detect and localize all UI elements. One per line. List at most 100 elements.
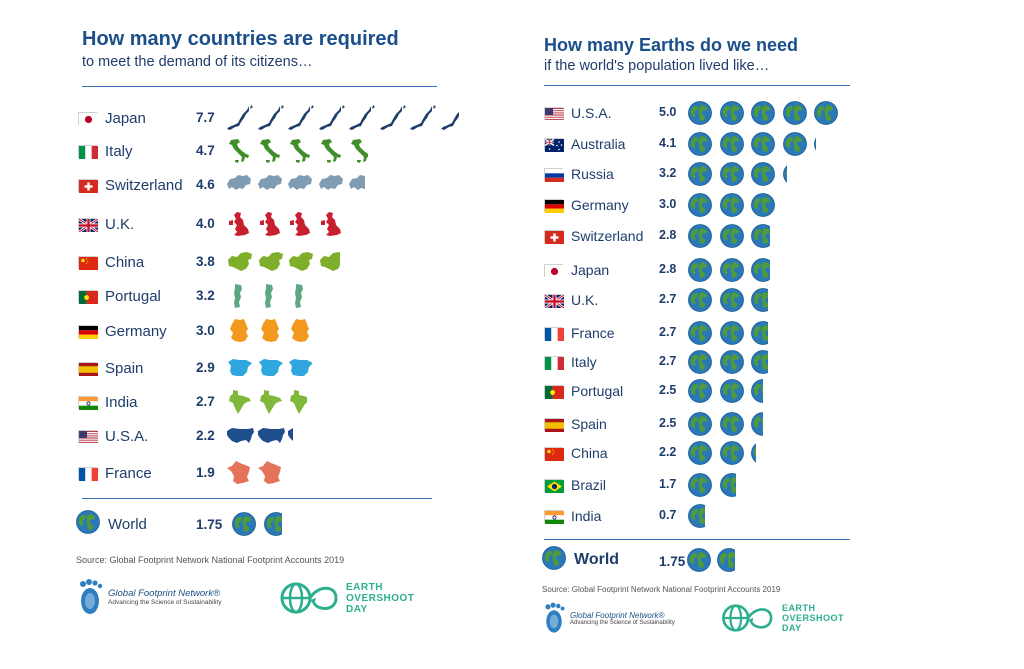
earth-icon bbox=[688, 258, 712, 282]
right-country-row: Germany bbox=[544, 192, 629, 218]
earth-icon bbox=[719, 193, 744, 217]
flag-icon bbox=[78, 217, 99, 233]
globe-icon bbox=[687, 548, 711, 572]
es-country-icon bbox=[226, 355, 254, 381]
country-icons bbox=[226, 355, 313, 381]
earth-icon bbox=[751, 441, 756, 465]
gfn-name: Global Footprint Network® bbox=[108, 588, 221, 599]
gfn-tagline: Advancing the Science of Sustainability bbox=[570, 619, 675, 626]
left-chart-title: How many countries are required bbox=[82, 28, 399, 50]
it-country-icon bbox=[318, 138, 346, 164]
ch-country-icon bbox=[257, 172, 285, 198]
earths-icons bbox=[688, 412, 763, 436]
right-country-row: China bbox=[544, 440, 608, 466]
globe-icon bbox=[264, 512, 282, 536]
eod-line-3: DAY bbox=[782, 623, 802, 633]
country-name: China bbox=[571, 445, 608, 461]
earth-icon bbox=[688, 441, 712, 465]
earths-value: 2.2 bbox=[659, 445, 677, 459]
it-country-icon bbox=[226, 138, 254, 164]
left-chart-subtitle: to meet the demand of its citizens… bbox=[82, 54, 313, 70]
eod-logo: EARTH OVERSHOOT DAY bbox=[280, 581, 414, 615]
left-country-row: U.K. bbox=[78, 211, 134, 237]
eod-symbol-icon bbox=[280, 582, 338, 614]
country-value: 4.7 bbox=[196, 143, 215, 158]
earths-icons bbox=[688, 379, 763, 403]
pt-country-icon bbox=[318, 283, 324, 309]
earth-icon bbox=[688, 101, 712, 125]
earth-icon bbox=[719, 162, 744, 186]
right-country-row: U.K. bbox=[544, 287, 598, 313]
country-value: 1.9 bbox=[196, 465, 215, 480]
globe-icon bbox=[232, 512, 256, 536]
country-name: Italy bbox=[571, 354, 597, 370]
country-value: 4.6 bbox=[196, 177, 215, 192]
es-country-icon bbox=[287, 355, 313, 381]
country-value: 2.2 bbox=[196, 428, 215, 443]
country-icons bbox=[226, 283, 323, 309]
flag-icon bbox=[544, 293, 565, 309]
left-top-divider bbox=[82, 86, 437, 87]
country-name: India bbox=[105, 393, 138, 411]
eod-symbol-icon bbox=[722, 604, 773, 632]
flag-icon bbox=[78, 361, 98, 376]
country-icons bbox=[226, 105, 460, 131]
footprint-icon bbox=[545, 602, 565, 633]
globe-icon bbox=[76, 509, 100, 539]
earth-icon bbox=[751, 288, 768, 312]
earth-icon bbox=[751, 193, 775, 217]
earths-value: 2.7 bbox=[659, 354, 677, 368]
country-icons bbox=[226, 423, 293, 449]
footprint-icon bbox=[80, 579, 103, 614]
ch-country-icon bbox=[318, 172, 346, 198]
left-country-row: China bbox=[78, 249, 144, 275]
country-icons bbox=[226, 249, 340, 275]
de-country-icon bbox=[257, 318, 285, 344]
earths-icons bbox=[688, 288, 768, 312]
uk-country-icon bbox=[257, 211, 285, 237]
earths-icons bbox=[688, 224, 771, 248]
earth-icon bbox=[751, 101, 775, 125]
ch-country-icon bbox=[226, 172, 254, 198]
es-country-icon bbox=[257, 355, 285, 381]
earths-icons bbox=[688, 350, 768, 374]
flag-icon bbox=[78, 255, 98, 270]
flag-icon bbox=[544, 417, 564, 432]
fr-country-icon bbox=[257, 460, 282, 486]
right-top-divider bbox=[544, 85, 850, 86]
country-icons bbox=[226, 389, 307, 415]
ch-country-icon bbox=[287, 172, 315, 198]
earths-value: 3.0 bbox=[659, 197, 677, 211]
earths-needed-panel: How many Earths do we need if the world'… bbox=[528, 0, 868, 669]
right-country-row: Spain bbox=[544, 411, 607, 437]
earth-icon bbox=[782, 162, 788, 186]
earth-icon bbox=[719, 101, 744, 125]
eod-line-3: DAY bbox=[346, 603, 368, 615]
country-name: Spain bbox=[105, 359, 144, 377]
right-world-label: World bbox=[574, 551, 620, 568]
left-bottom-divider bbox=[82, 498, 432, 499]
right-world-value: 1.75 bbox=[659, 554, 686, 569]
flag-icon bbox=[78, 144, 98, 159]
jp-country-icon bbox=[318, 105, 346, 131]
earth-icon bbox=[719, 441, 744, 465]
right-country-row: Australia bbox=[544, 131, 625, 157]
earths-icons bbox=[688, 258, 771, 282]
earths-icons bbox=[688, 162, 788, 186]
country-name: U.S.A. bbox=[105, 427, 149, 445]
in-country-icon bbox=[226, 389, 254, 415]
country-name: U.S.A. bbox=[571, 105, 612, 121]
cn-country-icon bbox=[318, 249, 340, 275]
us-country-icon bbox=[257, 423, 285, 449]
earths-value: 2.5 bbox=[659, 383, 677, 397]
cn-country-icon bbox=[287, 249, 315, 275]
pt-country-icon bbox=[257, 283, 285, 309]
left-country-row: France bbox=[78, 460, 152, 486]
cn-country-icon bbox=[257, 249, 285, 275]
country-value: 3.0 bbox=[196, 323, 215, 338]
uk-country-icon bbox=[318, 211, 346, 237]
flag-icon bbox=[78, 395, 98, 410]
earths-value: 1.7 bbox=[659, 477, 677, 491]
right-chart-title: How many Earths do we need bbox=[544, 35, 799, 55]
right-chart-subtitle: if the world's population lived like… bbox=[544, 58, 770, 74]
